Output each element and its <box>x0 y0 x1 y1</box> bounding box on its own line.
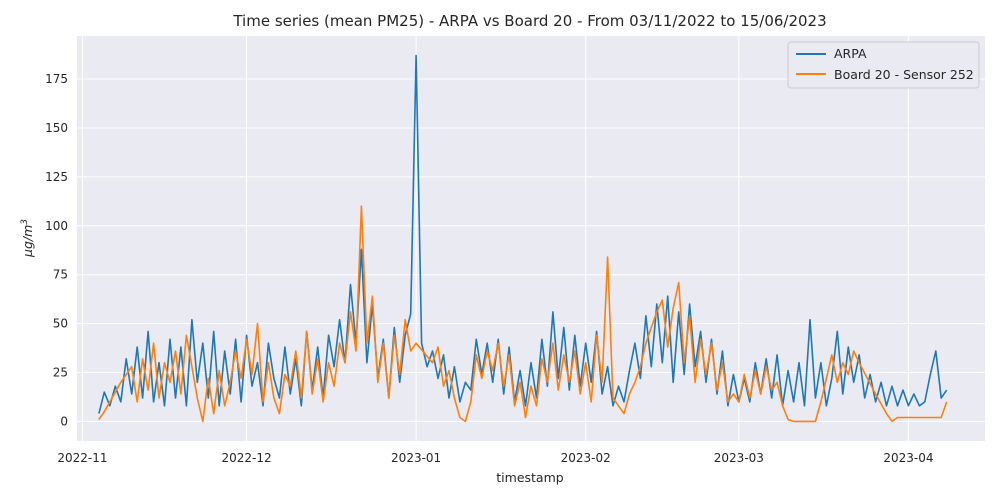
x-axis-label: timestamp <box>496 470 563 485</box>
y-tick-label: 50 <box>53 317 68 331</box>
y-tick-label: 175 <box>45 72 68 86</box>
y-tick-label: 25 <box>53 366 68 380</box>
y-tick-label: 100 <box>45 219 68 233</box>
x-tick-label: 2023-01 <box>391 451 441 465</box>
y-axis-label-exponent: 3 <box>20 219 30 225</box>
y-tick-label: 125 <box>45 170 68 184</box>
legend-label-arpa: ARPA <box>834 46 867 61</box>
x-tick-label: 2022-11 <box>57 451 107 465</box>
x-tick-label: 2023-03 <box>714 451 764 465</box>
chart-title: Time series (mean PM25) - ARPA vs Board … <box>232 12 826 30</box>
y-tick-label: 75 <box>53 268 68 282</box>
y-tick-label: 150 <box>45 121 68 135</box>
series-line-board-20-sensor-252 <box>98 205 948 423</box>
series-line-arpa <box>98 54 948 414</box>
legend-box <box>787 41 980 89</box>
y-tick-label: 0 <box>60 414 68 428</box>
x-tick-label: 2022-12 <box>221 451 271 465</box>
legend: ARPA Board 20 - Sensor 252 <box>787 41 980 89</box>
legend-label-board: Board 20 - Sensor 252 <box>834 67 974 82</box>
series-lines <box>98 54 948 423</box>
y-axis-label-unit: μg/m <box>20 225 35 258</box>
plot-area-background <box>77 36 985 441</box>
tick-labels: 0 25 50 75 100 125 150 175 2022-11 2022-12 2023-01… <box>45 72 933 465</box>
y-axis-label: μg/m3 <box>20 219 35 258</box>
grid-lines <box>77 36 985 441</box>
x-tick-label: 2023-02 <box>561 451 611 465</box>
x-tick-label: 2023-04 <box>883 451 933 465</box>
